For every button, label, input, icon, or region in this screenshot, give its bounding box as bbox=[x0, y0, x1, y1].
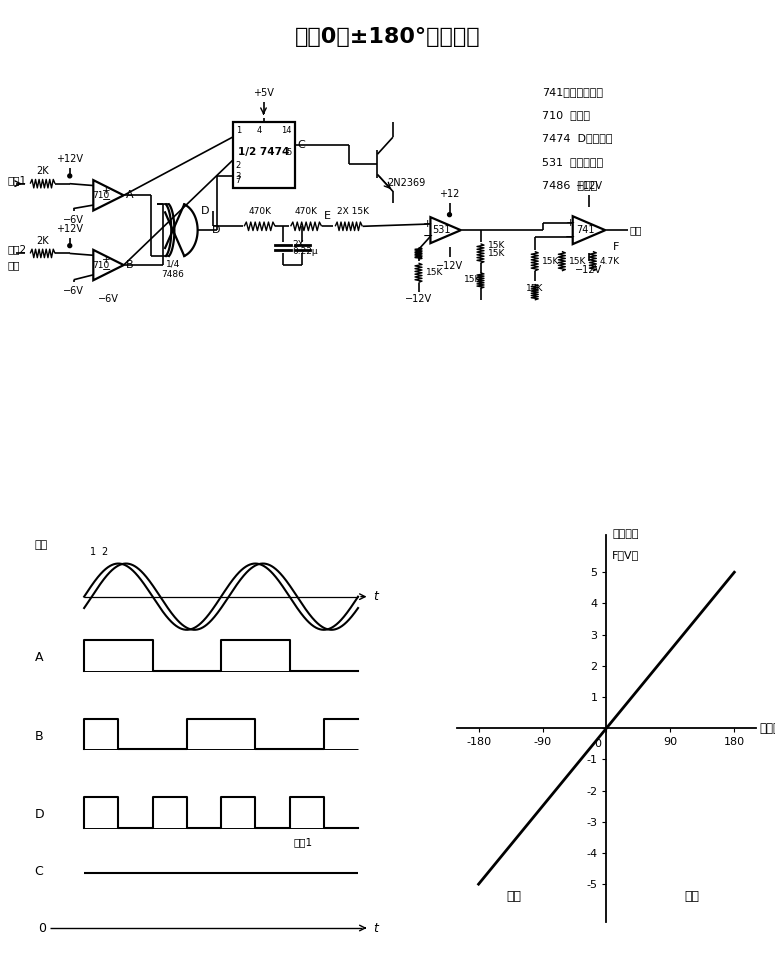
Text: −12V: −12V bbox=[436, 261, 463, 271]
Text: C: C bbox=[35, 865, 43, 878]
Text: 输入1: 输入1 bbox=[8, 175, 27, 185]
Text: 741: 741 bbox=[576, 225, 594, 235]
Text: 2K: 2K bbox=[36, 166, 49, 176]
Text: 1/4: 1/4 bbox=[166, 260, 180, 268]
Text: +5V: +5V bbox=[253, 89, 274, 98]
Text: +: + bbox=[102, 185, 111, 196]
Text: +12: +12 bbox=[439, 189, 460, 200]
Text: −12V: −12V bbox=[575, 265, 603, 275]
Text: 15K: 15K bbox=[488, 249, 505, 258]
Text: 15K: 15K bbox=[542, 257, 559, 265]
Text: 15K: 15K bbox=[526, 285, 543, 293]
Text: −6V: −6V bbox=[64, 286, 84, 296]
Text: 2K: 2K bbox=[36, 236, 49, 245]
Text: 710  比较器: 710 比较器 bbox=[542, 110, 591, 120]
Text: −: − bbox=[565, 231, 576, 244]
Text: +: + bbox=[566, 218, 575, 228]
Text: 2N2369: 2N2369 bbox=[388, 179, 425, 188]
Text: 710: 710 bbox=[92, 191, 109, 200]
Text: 超前: 超前 bbox=[507, 890, 522, 902]
Text: F（V）: F（V） bbox=[612, 550, 639, 561]
Text: B: B bbox=[126, 260, 133, 270]
Text: 7474  D型触发器: 7474 D型触发器 bbox=[542, 134, 613, 143]
Text: F: F bbox=[613, 242, 619, 252]
Text: 参考: 参考 bbox=[8, 260, 20, 270]
Text: 2: 2 bbox=[236, 161, 241, 170]
Text: 0: 0 bbox=[39, 922, 46, 935]
Text: 15K: 15K bbox=[426, 268, 443, 277]
Text: 4: 4 bbox=[257, 125, 262, 135]
Text: 531  运算放大器: 531 运算放大器 bbox=[542, 157, 604, 166]
Text: 470K: 470K bbox=[294, 207, 318, 216]
Text: 0: 0 bbox=[594, 739, 601, 749]
Text: 531: 531 bbox=[432, 225, 451, 235]
Text: 2X: 2X bbox=[292, 240, 304, 248]
Text: C: C bbox=[298, 140, 305, 150]
Text: 0.22μ: 0.22μ bbox=[292, 247, 318, 256]
Text: −: − bbox=[102, 265, 111, 275]
Text: 输出: 输出 bbox=[629, 225, 642, 235]
Text: 2X 15K: 2X 15K bbox=[337, 207, 369, 216]
Text: +12V: +12V bbox=[57, 224, 83, 234]
Circle shape bbox=[68, 174, 71, 178]
Text: −12V: −12V bbox=[405, 294, 432, 304]
Text: A: A bbox=[126, 190, 133, 201]
Text: 相位差: 相位差 bbox=[760, 722, 775, 734]
Text: 14: 14 bbox=[281, 125, 291, 135]
Text: D: D bbox=[35, 808, 44, 821]
Text: 7486  异或门: 7486 异或门 bbox=[542, 180, 598, 190]
Text: 15K: 15K bbox=[488, 242, 505, 250]
Text: 滞后: 滞后 bbox=[684, 890, 699, 902]
Text: −6V: −6V bbox=[64, 215, 84, 224]
Text: 逻辑1: 逻辑1 bbox=[293, 838, 312, 847]
Text: +12V: +12V bbox=[576, 181, 602, 191]
Text: D: D bbox=[201, 205, 209, 216]
Text: E: E bbox=[324, 211, 331, 222]
Text: 1/2 7474: 1/2 7474 bbox=[238, 147, 289, 158]
Text: 输入: 输入 bbox=[35, 541, 48, 550]
Text: 1: 1 bbox=[90, 546, 96, 557]
Text: 470K: 470K bbox=[248, 207, 271, 216]
Text: +: + bbox=[102, 255, 111, 265]
Text: +: + bbox=[423, 219, 432, 229]
Text: +12V: +12V bbox=[57, 155, 83, 164]
Circle shape bbox=[68, 244, 71, 247]
Text: t: t bbox=[374, 922, 378, 935]
Text: −6V: −6V bbox=[98, 294, 119, 304]
Text: t: t bbox=[374, 590, 378, 604]
Text: D: D bbox=[212, 225, 220, 235]
Text: B: B bbox=[35, 730, 43, 743]
Text: 710: 710 bbox=[92, 261, 109, 269]
Text: 输出电压: 输出电压 bbox=[612, 528, 639, 539]
Text: 15K: 15K bbox=[464, 275, 481, 285]
Text: 2: 2 bbox=[101, 546, 107, 557]
Text: 7486: 7486 bbox=[161, 270, 184, 280]
Text: −: − bbox=[102, 195, 111, 205]
Text: 3: 3 bbox=[236, 172, 241, 181]
Text: 输入2: 输入2 bbox=[8, 244, 27, 255]
Text: 1: 1 bbox=[236, 125, 241, 135]
Circle shape bbox=[448, 213, 451, 217]
Text: 741．运算放大器: 741．运算放大器 bbox=[542, 87, 604, 96]
Text: −: − bbox=[422, 230, 433, 243]
Text: A: A bbox=[35, 651, 43, 665]
Text: 15K: 15K bbox=[569, 257, 586, 265]
Text: 测量0～±180°的相位差: 测量0～±180°的相位差 bbox=[294, 27, 480, 47]
Text: 5: 5 bbox=[286, 148, 291, 158]
Text: 4.7K: 4.7K bbox=[600, 257, 620, 265]
Bar bbox=[232, 121, 294, 187]
Text: 7: 7 bbox=[236, 177, 241, 185]
